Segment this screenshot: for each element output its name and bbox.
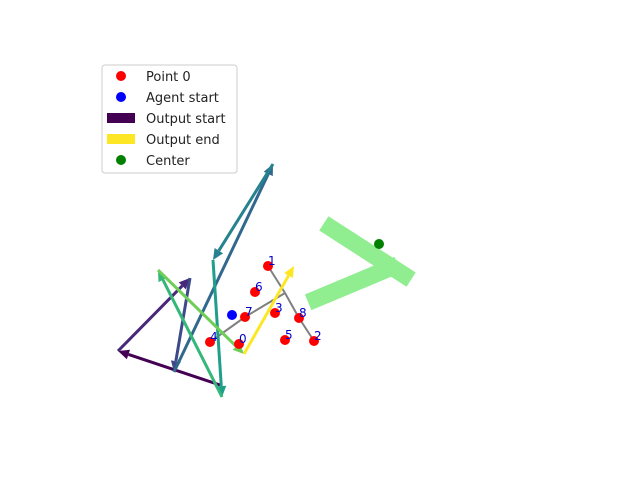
keypoint-4 (205, 337, 215, 347)
legend-swatch-3 (107, 134, 135, 144)
trajectory-arrow-0 (118, 349, 221, 387)
keypoint-7 (240, 312, 250, 322)
legend-label-0: Point 0 (146, 70, 191, 85)
keypoint-5 (280, 335, 290, 345)
keypoint-3 (270, 308, 280, 318)
legend-entry-0: Point 0 (116, 70, 191, 85)
skeleton-lines (209, 265, 315, 343)
legend-frame (101, 64, 238, 174)
trajectory-arrow-3 (172, 164, 273, 373)
legend: Point 0 Agent start Output start Output end… (101, 64, 238, 174)
keypoint-label-5: 5 (285, 328, 293, 342)
keypoint-1 (263, 261, 273, 271)
agent-start-marker (227, 310, 237, 320)
keypoint-0 (234, 339, 244, 349)
keypoint-6 (250, 287, 260, 297)
trajectory-arrow-4 (213, 163, 275, 260)
legend-swatch-0 (116, 71, 126, 81)
legend-label-1: Agent start (146, 91, 219, 106)
t-shape-region (304, 216, 416, 311)
keypoint-label-6: 6 (255, 280, 263, 294)
keypoint-label-0: 0 (239, 332, 247, 346)
keypoint-label-4: 4 (210, 330, 218, 344)
legend-entry-2: Output start (107, 112, 226, 127)
skeleton-segment-4 (209, 316, 246, 343)
legend-swatch-1 (116, 92, 126, 102)
legend-entry-1: Agent start (116, 91, 219, 106)
legend-swatch-2 (107, 113, 135, 123)
keypoint-label-1: 1 (268, 254, 276, 268)
legend-label-3: Output end (146, 133, 220, 148)
keypoint-8 (294, 313, 304, 323)
keypoint-label-7: 7 (245, 305, 253, 319)
keypoints: 0 1 2 3 4 5 67 8 (205, 239, 384, 349)
keypoint-2 (309, 336, 319, 346)
legend-label-2: Output start (146, 112, 226, 127)
t-shape-bar-2 (304, 256, 402, 311)
legend-label-4: Center (146, 154, 190, 169)
legend-entry-4: Center (116, 154, 190, 169)
legend-swatch-4 (116, 155, 126, 165)
center-marker (374, 239, 384, 249)
trajectory-arrow-8 (242, 266, 294, 355)
keypoint-label-2: 2 (314, 329, 322, 343)
skeleton-segment-3 (244, 292, 286, 318)
keypoint-label-3: 3 (275, 301, 283, 315)
legend-entry-3: Output end (107, 133, 220, 148)
trajectory-arrows (116, 163, 294, 398)
keypoint-label-8: 8 (299, 306, 307, 320)
